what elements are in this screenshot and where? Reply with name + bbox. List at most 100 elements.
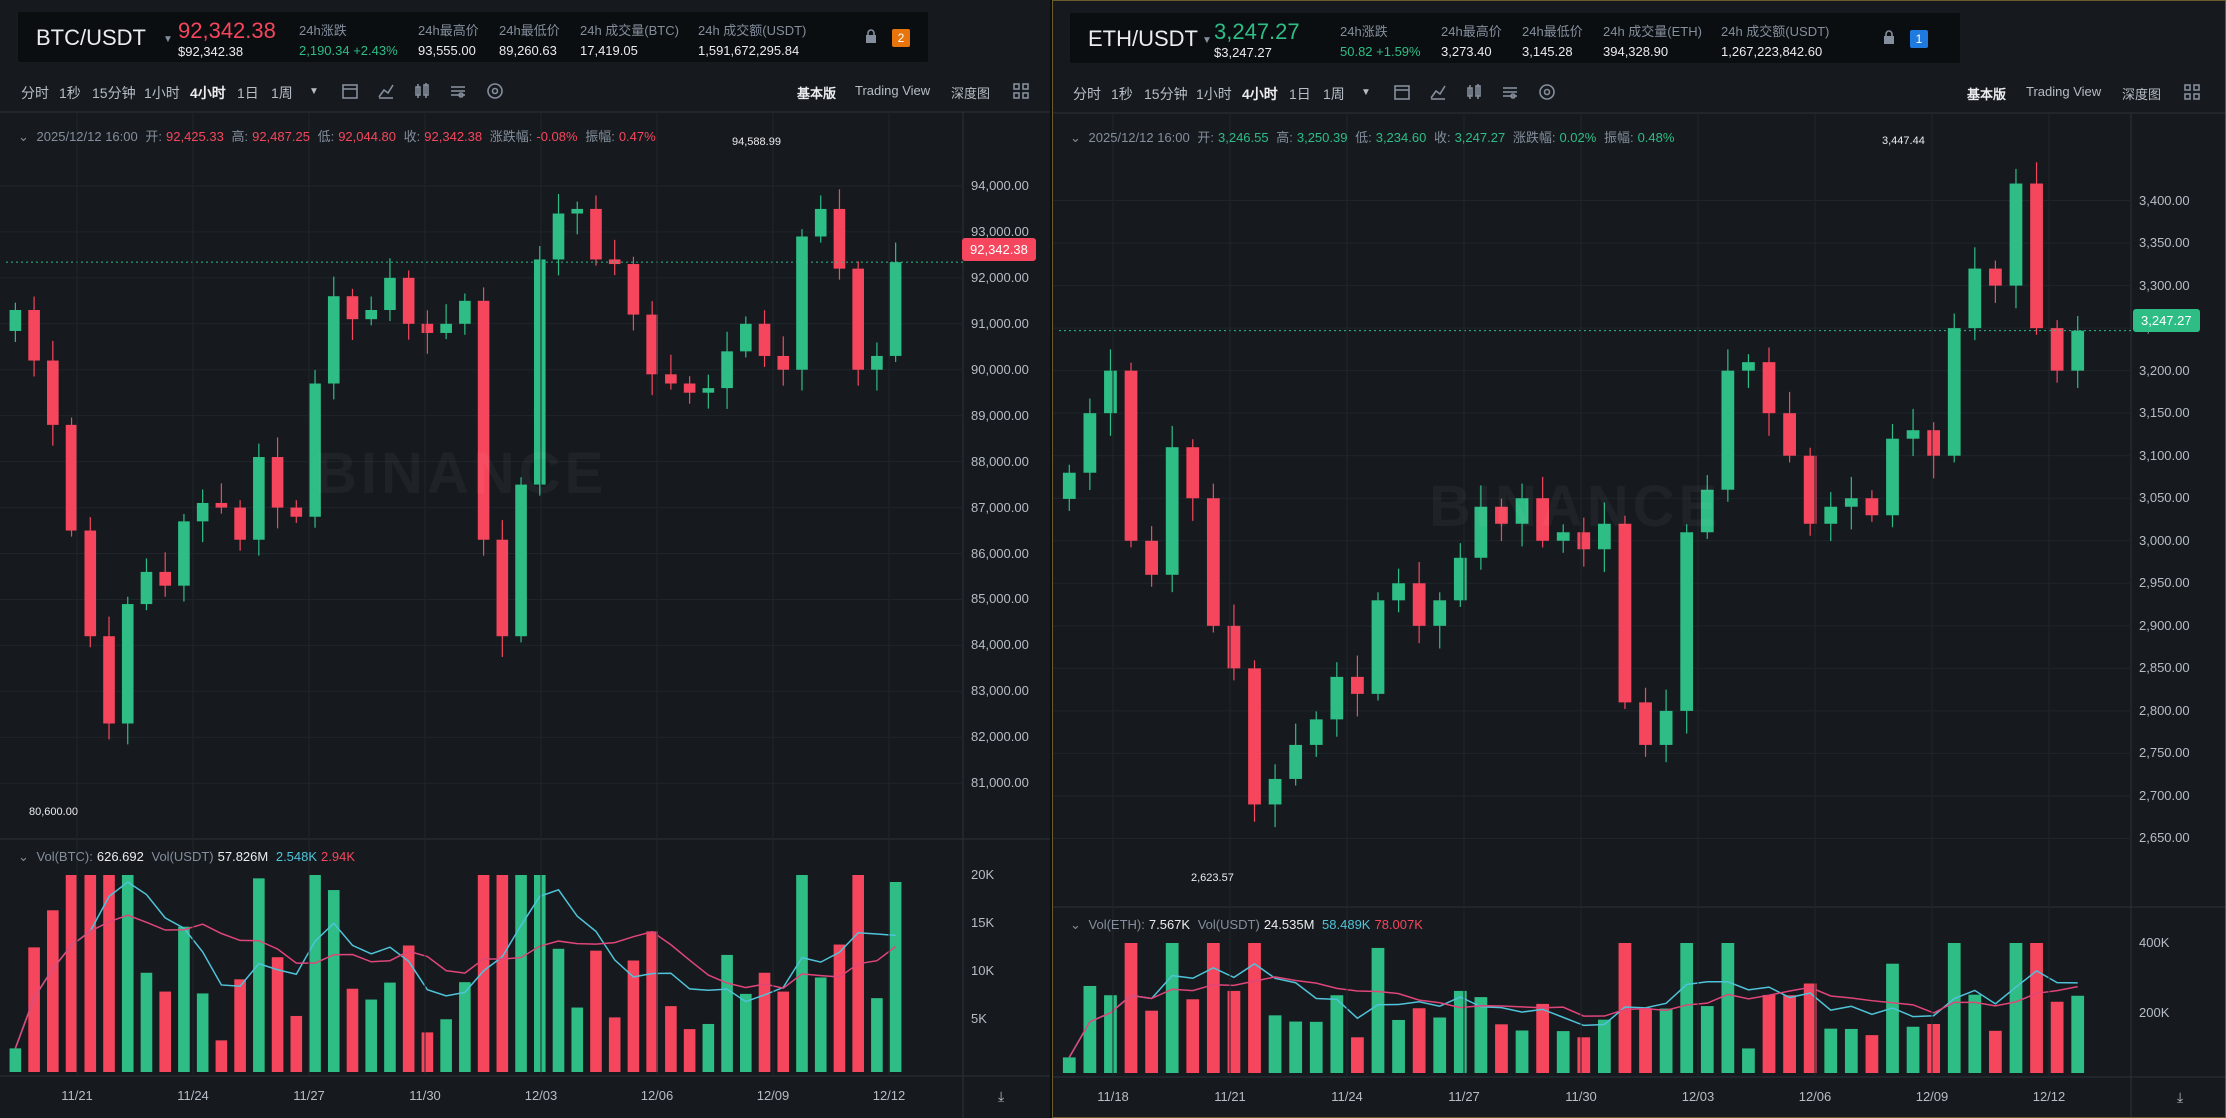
candle-body — [1618, 523, 1632, 703]
price-tick-label: 85,000.00 — [971, 591, 1029, 607]
indicator-icon[interactable] — [1429, 83, 1447, 101]
stat-24h-turnover: 24h 成交额(USDT) 1,267,223,842.60 — [1721, 24, 1830, 59]
btc-chart-canvas[interactable] — [0, 0, 1050, 1118]
volume-bar — [2050, 1001, 2064, 1073]
chevron-down-icon[interactable]: ▼ — [1202, 35, 1212, 46]
eth-chart-canvas[interactable] — [1053, 1, 2225, 1117]
volume-bar — [47, 910, 59, 1072]
volume-bar — [833, 944, 846, 1072]
volume-bar — [552, 948, 565, 1072]
date-tick-label: 12/06 — [640, 1088, 674, 1103]
symbol-selector[interactable]: ETH/USDT — [1088, 26, 1198, 51]
grid-layout-icon[interactable] — [1012, 82, 1030, 100]
interval-tab[interactable]: 1周 — [271, 85, 293, 101]
interval-tab[interactable]: 1周 — [1323, 86, 1345, 102]
collapse-icon[interactable]: ⌄ — [1070, 130, 1081, 145]
candle-body — [121, 604, 134, 724]
candle-body — [65, 424, 78, 531]
collapse-icon[interactable]: ⌄ — [1070, 917, 1081, 932]
stat-24h-volume: 24h 成交量(ETH) 394,328.90 — [1603, 24, 1702, 59]
volume-bar — [758, 972, 771, 1072]
candle-settings-icon[interactable] — [413, 82, 431, 100]
interval-tab-active[interactable]: 4小时 — [1242, 86, 1278, 102]
candle-body — [1886, 438, 1899, 516]
candle-body — [365, 310, 378, 320]
interval-tab[interactable]: 1小时 — [144, 85, 180, 101]
date-tick-label: 12/06 — [1798, 1089, 1832, 1104]
view-tab[interactable]: Trading View — [2026, 84, 2102, 99]
view-tab-active[interactable]: 基本版 — [1967, 87, 2007, 102]
volume-bar — [1412, 1008, 1426, 1073]
target-icon[interactable] — [1538, 83, 1556, 101]
price-tick-label: 2,750.00 — [2139, 745, 2190, 761]
interval-tab[interactable]: 15分钟 — [1144, 86, 1188, 102]
view-tab[interactable]: 深度图 — [951, 86, 991, 101]
interval-tab[interactable]: 1日 — [237, 85, 259, 101]
chevron-down-icon[interactable]: ▼ — [1361, 87, 1371, 98]
layers-icon[interactable] — [1501, 83, 1519, 101]
volume-bar — [1351, 1037, 1364, 1073]
date-tick-label: 11/21 — [1214, 1089, 1246, 1104]
volume-tick-label: 20K — [971, 867, 995, 882]
volume-bar — [440, 1019, 452, 1072]
btc-chart-panel: BINANCE BTC/USDT ▼ 92,342.38 $92,342.38 … — [0, 0, 1050, 1118]
candle-body — [1865, 498, 1879, 516]
interval-tab[interactable]: 1秒 — [59, 85, 81, 101]
volume-bar — [1495, 1024, 1508, 1073]
calendar-icon[interactable] — [341, 82, 359, 100]
date-tick-label: 11/30 — [1565, 1089, 1597, 1104]
volume-bar — [1536, 1003, 1550, 1073]
candle-body — [1968, 268, 1982, 329]
scale-toggle-icon[interactable]: ⤓ — [2177, 1089, 2184, 1105]
volume-bar — [702, 1023, 715, 1072]
stat-24h-change: 24h涨跌 50.82 +1.59% — [1340, 24, 1421, 59]
symbol-selector[interactable]: BTC/USDT — [36, 25, 146, 50]
view-tab[interactable]: Trading View — [855, 83, 931, 98]
interval-tab[interactable]: 分时 — [21, 85, 49, 101]
volume-bar — [1989, 1030, 2002, 1073]
stat-24h-volume: 24h 成交量(BTC) 17,419.05 — [580, 23, 679, 58]
high-marker: 94,588.99 — [732, 136, 781, 148]
target-icon[interactable] — [486, 82, 504, 100]
lock-icon[interactable] — [865, 29, 877, 43]
view-tab[interactable]: 深度图 — [2122, 87, 2162, 102]
candle-settings-icon[interactable] — [1465, 83, 1483, 101]
layers-icon[interactable] — [449, 82, 467, 100]
volume-bar — [1721, 943, 1735, 1073]
candle-body — [515, 484, 527, 637]
collapse-icon[interactable]: ⌄ — [18, 849, 29, 864]
chevron-down-icon[interactable]: ▼ — [163, 34, 173, 45]
candle-body — [1783, 413, 1796, 456]
lock-icon[interactable] — [1883, 30, 1895, 44]
scale-toggle-icon[interactable]: ⤓ — [998, 1088, 1005, 1104]
chevron-down-icon[interactable]: ▼ — [309, 86, 319, 97]
interval-tab[interactable]: 15分钟 — [92, 85, 136, 101]
date-tick-label: 11/30 — [409, 1088, 441, 1103]
volume-ma-short — [14, 881, 896, 1049]
candle-body — [1330, 676, 1344, 720]
price-tick-label: 3,100.00 — [2139, 447, 2190, 463]
price-tick-label: 2,650.00 — [2139, 830, 2190, 846]
volume-bar — [1289, 1021, 1303, 1073]
chart-index-badge[interactable]: 2 — [892, 29, 910, 47]
candle-body — [1227, 625, 1241, 669]
stat-24h-high: 24h最高价 3,273.40 — [1441, 24, 1502, 59]
interval-tab[interactable]: 1小时 — [1196, 86, 1232, 102]
indicator-icon[interactable] — [377, 82, 395, 100]
grid-layout-icon[interactable] — [2183, 83, 2201, 101]
interval-tab-active[interactable]: 4小时 — [190, 85, 226, 101]
volume-bar — [1762, 994, 1776, 1073]
interval-tab[interactable]: 1秒 — [1111, 86, 1133, 102]
interval-tab[interactable]: 分时 — [1073, 86, 1101, 102]
view-tab-active[interactable]: 基本版 — [797, 86, 837, 101]
calendar-icon[interactable] — [1393, 83, 1411, 101]
chart-index-badge[interactable]: 1 — [1910, 30, 1928, 48]
last-price: 92,342.38 — [178, 18, 276, 43]
volume-bar — [1165, 943, 1179, 1073]
candle-body — [178, 521, 190, 586]
volume-bar — [459, 982, 471, 1072]
interval-tab[interactable]: 1日 — [1289, 86, 1311, 102]
stat-24h-change: 24h涨跌 2,190.34 +2.43% — [299, 23, 398, 58]
volume-bar — [1104, 995, 1117, 1073]
collapse-icon[interactable]: ⌄ — [18, 129, 29, 144]
